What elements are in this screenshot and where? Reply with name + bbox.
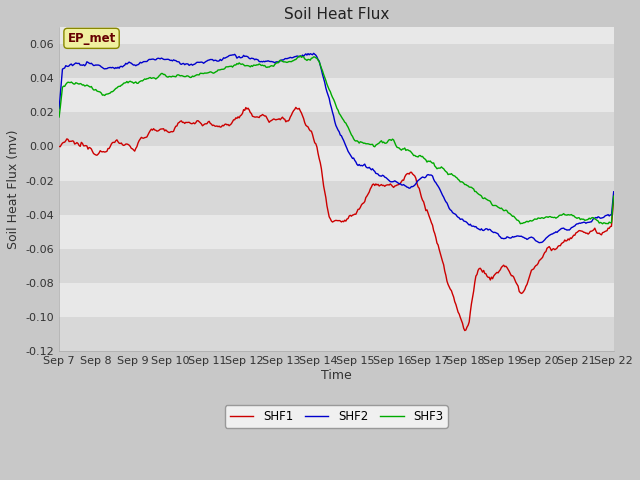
Bar bbox=[59, 78, 614, 112]
SHF3 bbox=[323, 81, 331, 87]
SHF3 bbox=[296, 53, 304, 59]
Line: SHF3: SHF3 bbox=[59, 56, 614, 224]
Bar bbox=[59, 180, 614, 215]
Bar bbox=[59, 249, 614, 283]
SHF1 bbox=[387, 181, 394, 187]
SHF2 bbox=[356, 163, 364, 168]
SHF2 bbox=[320, 76, 328, 82]
SHF3 bbox=[387, 137, 394, 143]
Title: Soil Heat Flux: Soil Heat Flux bbox=[284, 7, 389, 22]
Line: SHF2: SHF2 bbox=[59, 53, 614, 243]
SHF3 bbox=[599, 221, 607, 227]
SHF1 bbox=[356, 204, 364, 210]
SHF1 bbox=[610, 195, 618, 201]
Bar bbox=[59, 146, 614, 180]
SHF2 bbox=[310, 50, 317, 56]
SHF3 bbox=[511, 215, 518, 220]
SHF1 bbox=[461, 328, 468, 334]
SHF2 bbox=[323, 89, 331, 95]
SHF1 bbox=[55, 144, 63, 149]
Legend: SHF1, SHF2, SHF3: SHF1, SHF2, SHF3 bbox=[225, 405, 448, 428]
SHF3 bbox=[610, 193, 618, 199]
SHF1 bbox=[292, 105, 300, 110]
Line: SHF1: SHF1 bbox=[59, 108, 614, 331]
SHF3 bbox=[55, 114, 63, 120]
Bar bbox=[59, 44, 614, 78]
SHF2 bbox=[599, 215, 607, 220]
SHF3 bbox=[598, 220, 605, 226]
SHF1 bbox=[323, 203, 331, 209]
SHF2 bbox=[536, 240, 543, 246]
Bar bbox=[59, 215, 614, 249]
SHF2 bbox=[55, 106, 63, 112]
Text: EP_met: EP_met bbox=[67, 32, 116, 45]
SHF2 bbox=[511, 234, 518, 240]
Bar bbox=[59, 112, 614, 146]
SHF3 bbox=[356, 139, 364, 144]
X-axis label: Time: Time bbox=[321, 369, 352, 382]
SHF1 bbox=[320, 183, 328, 189]
SHF2 bbox=[387, 179, 394, 184]
SHF1 bbox=[512, 279, 520, 285]
Y-axis label: Soil Heat Flux (mv): Soil Heat Flux (mv) bbox=[7, 129, 20, 249]
Bar bbox=[59, 317, 614, 351]
SHF2 bbox=[610, 189, 618, 195]
SHF3 bbox=[320, 72, 328, 77]
Bar bbox=[59, 283, 614, 317]
SHF1 bbox=[599, 230, 607, 236]
